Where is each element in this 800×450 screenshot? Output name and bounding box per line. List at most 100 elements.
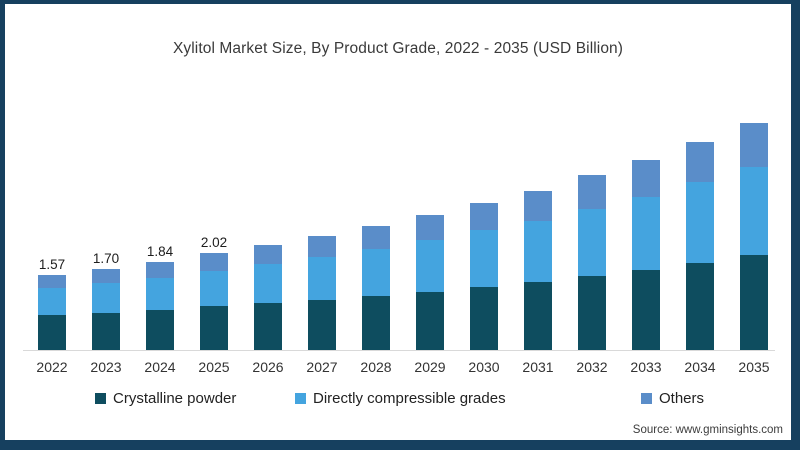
bar-segment-others-2023	[92, 269, 120, 283]
bar-column-2025: 2.02	[187, 70, 241, 350]
bar-segment-crystalline-powder-2024	[146, 310, 174, 350]
bar-column-2034	[673, 70, 727, 350]
x-axis-label-2029: 2029	[414, 359, 446, 375]
bar-segment-crystalline-powder-2026	[254, 303, 282, 350]
bar-segment-crystalline-powder-2033	[632, 270, 660, 350]
bar-value-label-2025: 2.02	[200, 234, 228, 250]
bar-column-2028	[349, 70, 403, 350]
x-axis-label-2027: 2027	[306, 359, 338, 375]
bar-segment-crystalline-powder-2029	[416, 292, 444, 350]
bar-stack-2035	[740, 123, 768, 350]
bar-segment-others-2022	[38, 275, 66, 288]
bar-segment-crystalline-powder-2025	[200, 306, 228, 350]
bar-segment-crystalline-powder-2027	[308, 300, 336, 350]
bar-column-2032	[565, 70, 619, 350]
bar-stack-2032	[578, 175, 606, 350]
legend-label-others: Others	[659, 390, 705, 407]
bar-segment-others-2032	[578, 175, 606, 209]
bar-column-2027	[295, 70, 349, 350]
bar-segment-others-2027	[308, 236, 336, 257]
bar-segment-crystalline-powder-2030	[470, 287, 498, 350]
bar-stack-2023	[92, 269, 120, 350]
x-axis-label-2025: 2025	[198, 359, 230, 375]
bar-stack-2028	[362, 226, 390, 350]
legend-label-directly-compressible: Directly compressible grades	[313, 390, 506, 407]
bar-stack-2025	[200, 253, 228, 350]
x-axis-label-2032: 2032	[576, 359, 608, 375]
bar-segment-others-2025	[200, 253, 228, 271]
bar-segment-directly-compressible-grades-2027	[308, 257, 336, 300]
x-axis-label-2034: 2034	[684, 359, 716, 375]
x-axis-label-2026: 2026	[252, 359, 284, 375]
bar-segment-directly-compressible-grades-2026	[254, 264, 282, 303]
bar-segment-directly-compressible-grades-2025	[200, 271, 228, 306]
bar-column-2033	[619, 70, 673, 350]
bar-segment-directly-compressible-grades-2032	[578, 209, 606, 276]
bar-column-2030	[457, 70, 511, 350]
bar-stack-2027	[308, 236, 336, 350]
bar-stack-2033	[632, 160, 660, 350]
bar-column-2026	[241, 70, 295, 350]
bar-stack-2030	[470, 203, 498, 350]
legend-label-crystalline-powder: Crystalline powder	[113, 390, 237, 407]
bar-segment-directly-compressible-grades-2023	[92, 283, 120, 313]
x-axis-label-2022: 2022	[36, 359, 68, 375]
legend-swatch-crystalline-powder-icon	[95, 393, 106, 404]
bar-segment-crystalline-powder-2023	[92, 313, 120, 350]
bar-segment-others-2031	[524, 191, 552, 221]
x-axis-label-2033: 2033	[630, 359, 662, 375]
bar-segment-directly-compressible-grades-2033	[632, 197, 660, 270]
x-axis-labels: 2022 2023 2024 2025 2026 2027 2028 2029 2030 2031…	[25, 359, 781, 375]
bar-segment-crystalline-powder-2032	[578, 276, 606, 350]
bar-value-label-2024: 1.84	[146, 243, 174, 259]
bar-column-2029	[403, 70, 457, 350]
bar-segment-directly-compressible-grades-2028	[362, 249, 390, 296]
legend-swatch-others-icon	[641, 393, 652, 404]
legend-item-others: Others	[641, 390, 704, 407]
bar-column-2023: 1.70	[79, 70, 133, 350]
x-axis-label-2023: 2023	[90, 359, 122, 375]
x-axis-label-2030: 2030	[468, 359, 500, 375]
bar-segment-directly-compressible-grades-2024	[146, 278, 174, 310]
chart-title: Xylitol Market Size, By Product Grade, 2…	[172, 40, 624, 57]
source-note: Source: www.gminsights.com	[632, 424, 783, 436]
bar-segment-directly-compressible-grades-2034	[686, 182, 714, 263]
bar-segment-others-2029	[416, 215, 444, 240]
bar-stack-2022	[38, 275, 66, 350]
legend-item-directly-compressible: Directly compressible grades	[295, 390, 506, 407]
bar-value-label-2023: 1.70	[92, 250, 120, 266]
legend-item-crystalline-powder: Crystalline powder	[95, 390, 236, 407]
bar-segment-crystalline-powder-2022	[38, 315, 66, 350]
bar-segment-directly-compressible-grades-2035	[740, 167, 768, 255]
bar-segment-crystalline-powder-2035	[740, 255, 768, 350]
bar-stack-2029	[416, 215, 444, 350]
bar-value-label-2022: 1.57	[38, 256, 66, 272]
bar-stack-2034	[686, 142, 714, 350]
bar-segment-crystalline-powder-2034	[686, 263, 714, 350]
bar-segment-others-2026	[254, 245, 282, 264]
legend-swatch-directly-compressible-icon	[295, 393, 306, 404]
bar-segment-directly-compressible-grades-2031	[524, 221, 552, 282]
bar-segment-others-2024	[146, 262, 174, 278]
x-axis-line	[23, 350, 775, 351]
x-axis-label-2035: 2035	[738, 359, 770, 375]
bar-segment-directly-compressible-grades-2022	[38, 288, 66, 315]
bar-column-2022: 1.57	[25, 70, 79, 350]
bar-segment-directly-compressible-grades-2030	[470, 230, 498, 287]
bar-column-2024: 1.84	[133, 70, 187, 350]
bar-segment-others-2033	[632, 160, 660, 197]
x-axis-label-2024: 2024	[144, 359, 176, 375]
bars-row: 1.57 1.70 1.84 2.02	[25, 70, 781, 350]
x-axis-label-2031: 2031	[522, 359, 554, 375]
x-axis-label-2028: 2028	[360, 359, 392, 375]
bar-segment-others-2028	[362, 226, 390, 249]
bar-segment-crystalline-powder-2031	[524, 282, 552, 350]
bar-segment-crystalline-powder-2028	[362, 296, 390, 350]
bar-stack-2026	[254, 245, 282, 350]
bar-stack-2031	[524, 191, 552, 350]
bar-segment-others-2035	[740, 123, 768, 167]
bar-segment-others-2034	[686, 142, 714, 182]
bar-segment-others-2030	[470, 203, 498, 230]
bar-segment-directly-compressible-grades-2029	[416, 240, 444, 292]
